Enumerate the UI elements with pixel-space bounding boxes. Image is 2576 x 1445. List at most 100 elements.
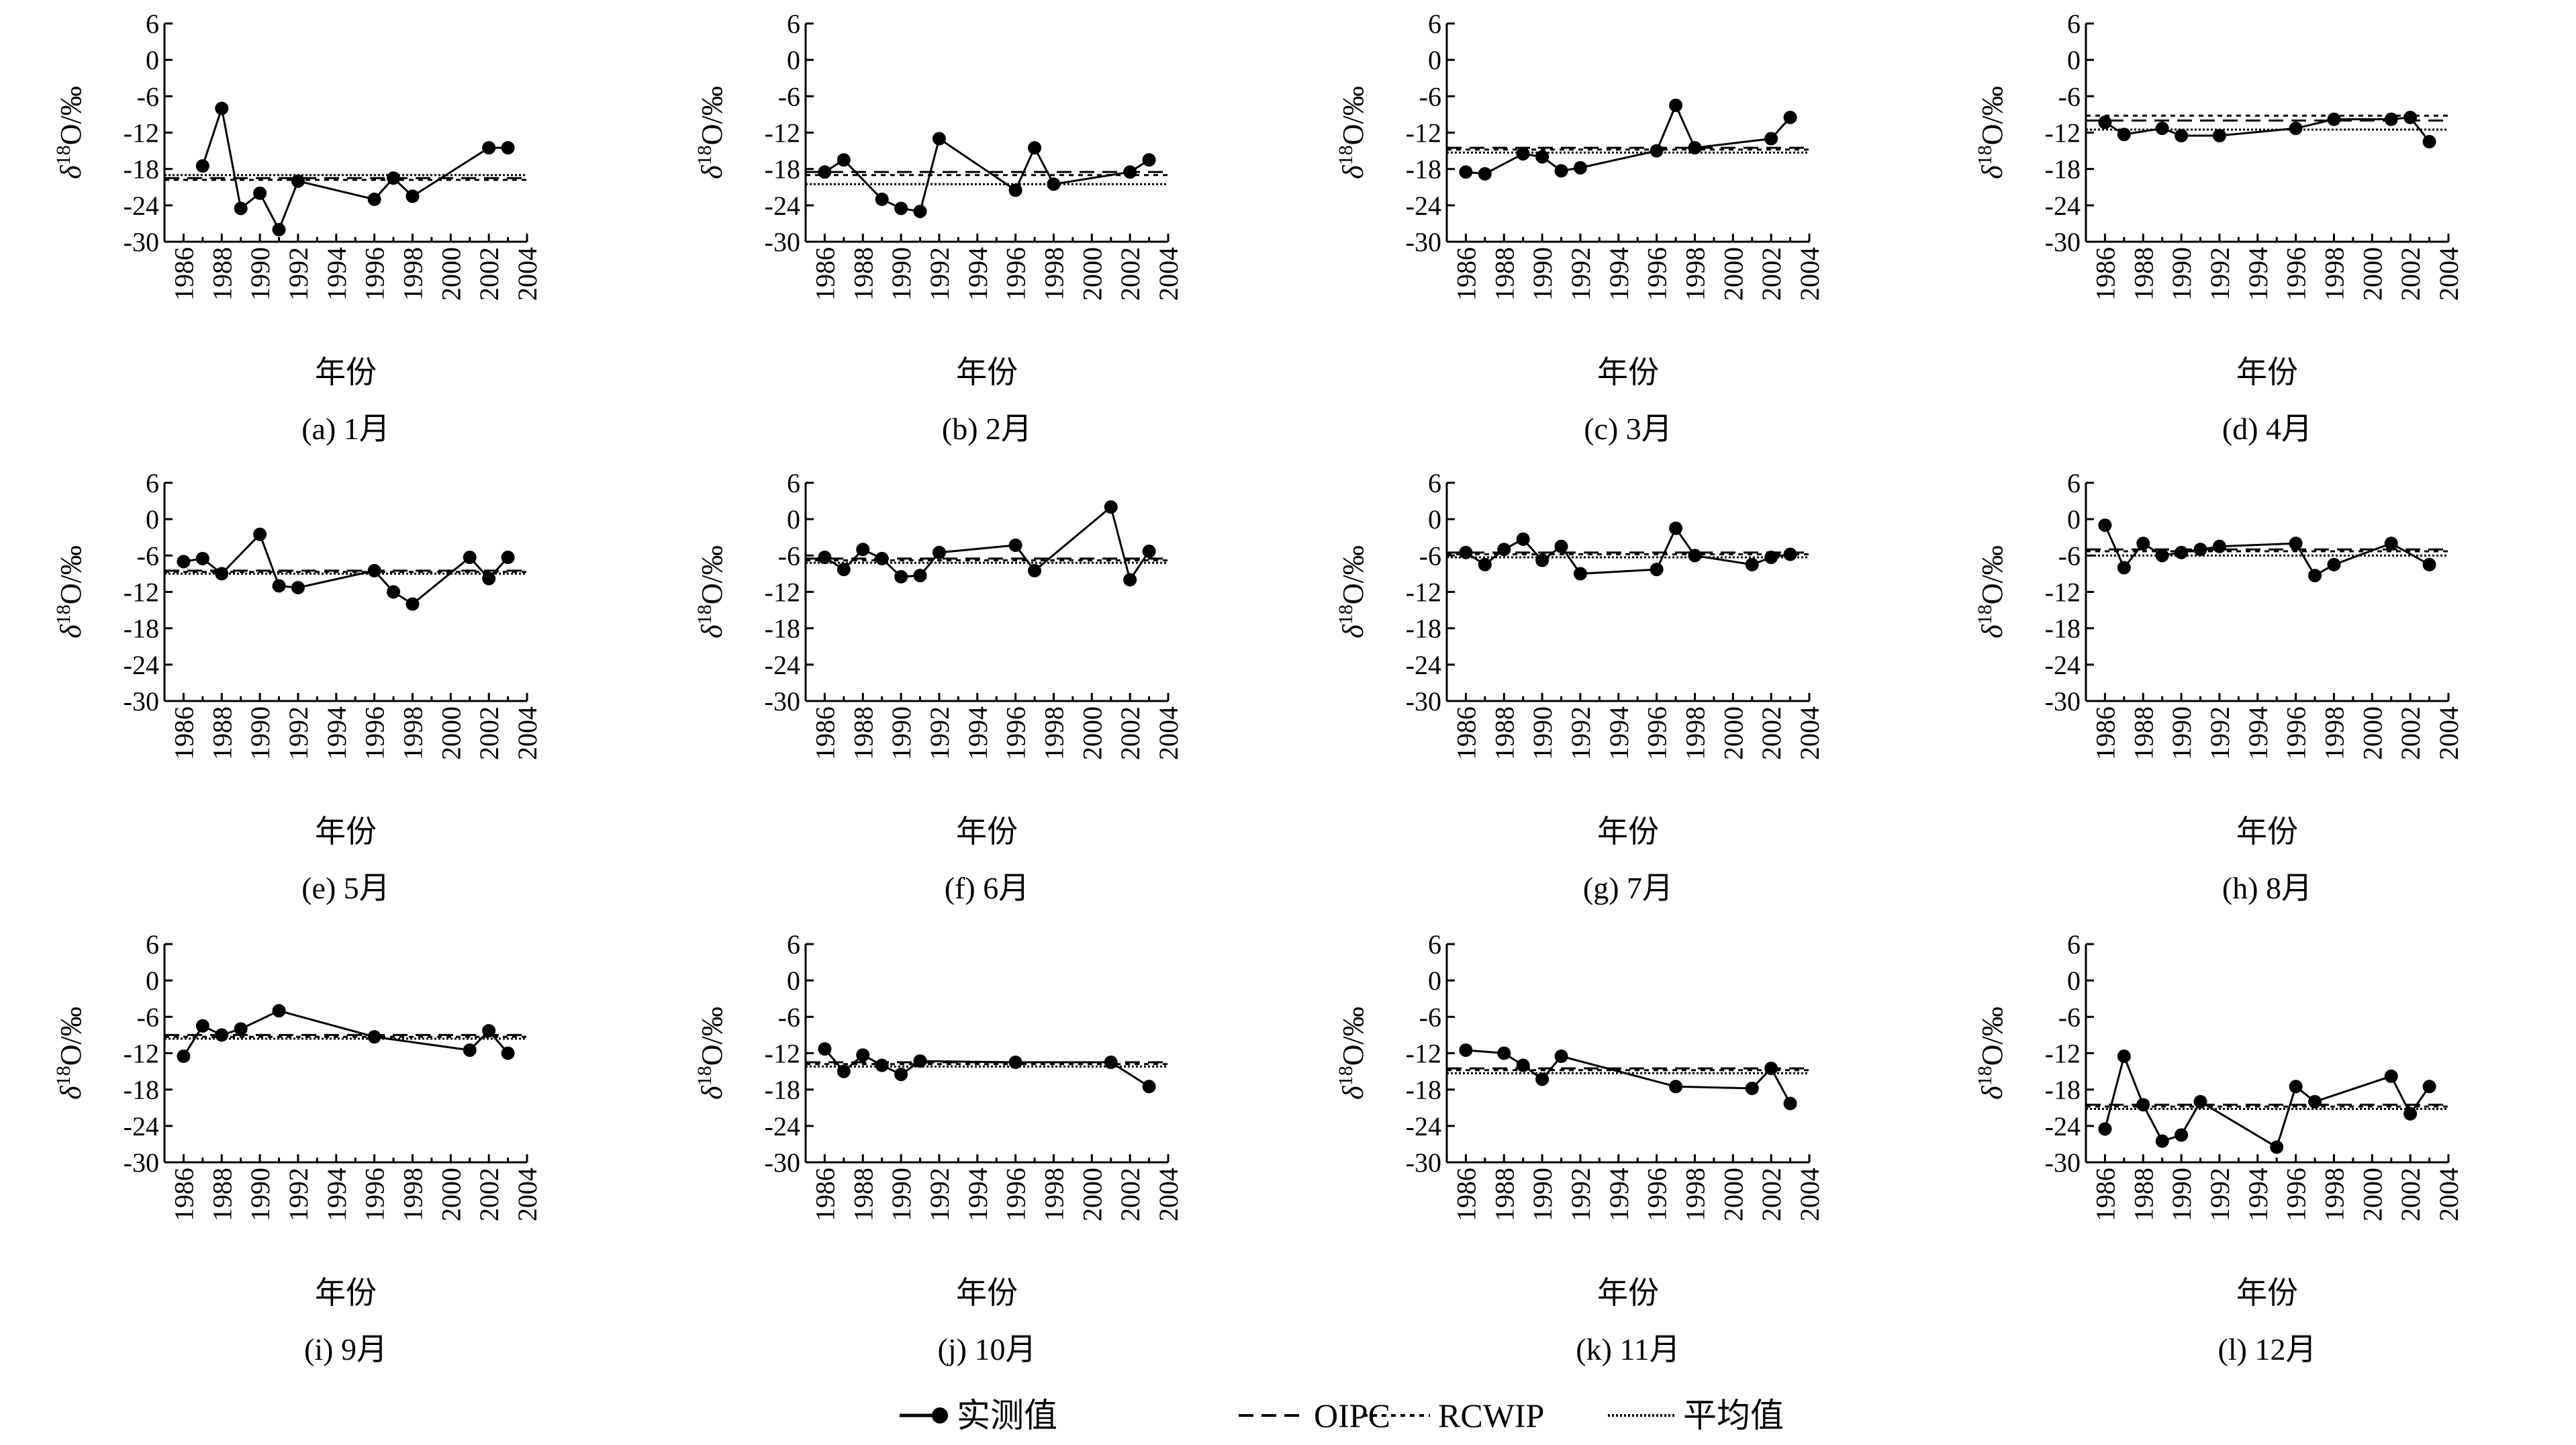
x-tick-label: 1998 (397, 1168, 428, 1221)
y-tick-label: -6 (1419, 81, 1441, 111)
y-tick-label: -24 (2045, 650, 2081, 680)
x-tick-label: 1998 (2319, 247, 2349, 301)
y-label-unit: O/‰ (1337, 545, 1370, 604)
observed-line (824, 1048, 1150, 1088)
y-tick-label: -6 (137, 541, 159, 571)
y-tick-label: -18 (765, 614, 800, 644)
y-tick-label: -18 (2045, 614, 2081, 644)
x-tick-label: 1990 (1527, 1168, 1558, 1221)
x-tick-label: 2002 (1115, 706, 1145, 760)
x-tick-label: 2004 (512, 247, 542, 301)
observed-point (1783, 1097, 1797, 1111)
observed-point (2155, 549, 2169, 563)
observed-point (894, 201, 908, 216)
panel-caption: (l) 12月 (2218, 1332, 2317, 1366)
x-tick-label: 2002 (2395, 247, 2426, 301)
observed-point (1764, 551, 1778, 565)
x-tick-label: 1990 (886, 706, 916, 760)
panel-2: 6 0 -6 -12 -18 -24 -30 1986 1988 1990 1992 1994 1996… (694, 9, 1184, 446)
y-tick-label: -30 (124, 686, 159, 716)
observed-point (406, 189, 420, 203)
y-tick-label: -12 (1406, 1039, 1441, 1069)
observed-point (234, 201, 248, 216)
observed-point (1478, 557, 1492, 571)
y-label-superscript: 18 (1335, 145, 1357, 165)
x-tick-label: 1994 (1604, 1168, 1634, 1221)
observed-line (2103, 1053, 2430, 1149)
x-axis-label: 年份 (2236, 354, 2298, 390)
y-tick-label: 0 (146, 966, 159, 996)
panel-10: 6 0 -6 -12 -18 -24 -30 1986 1988 1990 1992 1994 1996… (694, 929, 1184, 1366)
y-tick-label: -24 (765, 650, 800, 680)
x-tick-label: 1998 (1680, 1168, 1710, 1221)
observed-point (837, 563, 851, 577)
observed-point (1669, 1080, 1683, 1094)
x-tick-label: 1994 (1604, 706, 1634, 760)
y-label-symbol: δ (696, 165, 728, 179)
x-tick-label: 1986 (169, 1168, 199, 1221)
y-tick-label: -12 (765, 1039, 800, 1069)
observed-point (501, 1046, 515, 1060)
observed-point (913, 1054, 927, 1068)
x-tick-label: 2002 (2395, 1168, 2426, 1221)
observed-point (2270, 1140, 2284, 1154)
observed-point (1123, 165, 1137, 179)
observed-line (1465, 526, 1791, 575)
y-tick-label: -18 (124, 614, 159, 644)
observed-point (2384, 537, 2398, 551)
x-tick-label: 1996 (2281, 247, 2311, 301)
y-label-unit: O/‰ (1337, 86, 1370, 145)
observed-point (1669, 98, 1683, 112)
observed-point (1459, 1043, 1473, 1057)
observed-point (2289, 1080, 2303, 1094)
observed-point (2175, 129, 2189, 143)
observed-point (367, 563, 381, 577)
x-tick-label: 1992 (283, 1168, 314, 1221)
x-tick-label: 1996 (360, 706, 390, 760)
y-label-symbol: δ (1976, 624, 2009, 639)
observed-point (856, 543, 870, 557)
observed-point (387, 171, 401, 185)
observed-point (818, 165, 832, 179)
observed-point (2422, 1080, 2436, 1094)
x-tick-label: 2004 (1795, 247, 1825, 301)
x-tick-label: 1988 (848, 247, 878, 301)
observed-point (482, 571, 496, 586)
y-label-unit: O/‰ (1976, 545, 2009, 604)
y-tick-label: -6 (778, 1002, 800, 1032)
x-tick-label: 2000 (1718, 247, 1748, 301)
x-tick-label: 1986 (169, 247, 199, 301)
observed-point (2308, 1094, 2322, 1109)
observed-point (2327, 112, 2341, 126)
observed-point (2327, 557, 2341, 571)
y-label-symbol: δ (1337, 624, 1370, 639)
x-axis-label: 年份 (1597, 813, 1659, 849)
x-tick-label: 1990 (245, 247, 275, 301)
panel-4: 6 0 -6 -12 -18 -24 -30 1986 1988 1990 1992 1994 1996… (1974, 9, 2464, 446)
observed-point (272, 222, 286, 236)
x-axis-label: 年份 (315, 813, 377, 849)
y-tick-label: 6 (146, 468, 159, 498)
observed-point (1028, 563, 1042, 577)
x-tick-label: 2000 (436, 247, 466, 301)
x-tick-label: 1992 (1566, 1168, 1596, 1221)
y-tick-label: 6 (2067, 929, 2081, 960)
observed-line (1466, 103, 1791, 175)
x-tick-label: 2004 (512, 706, 542, 760)
observed-point (215, 567, 229, 581)
observed-point (253, 186, 267, 200)
panel-caption: (j) 10月 (938, 1332, 1037, 1366)
x-axis-label: 年份 (1597, 354, 1659, 390)
observed-point (2117, 561, 2131, 575)
x-axis-label: 年份 (315, 354, 377, 390)
y-label-superscript: 18 (1974, 145, 1996, 165)
y-label-superscript: 18 (1974, 604, 1996, 624)
x-tick-label: 1990 (2166, 1168, 2197, 1221)
x-tick-label: 2004 (1153, 247, 1184, 301)
observed-point (234, 1022, 248, 1036)
y-label-symbol: δ (1337, 165, 1370, 179)
observed-point (818, 1042, 832, 1056)
x-tick-label: 1988 (2128, 247, 2158, 301)
x-tick-label: 1996 (2281, 706, 2311, 760)
y-tick-label: 0 (787, 504, 800, 534)
